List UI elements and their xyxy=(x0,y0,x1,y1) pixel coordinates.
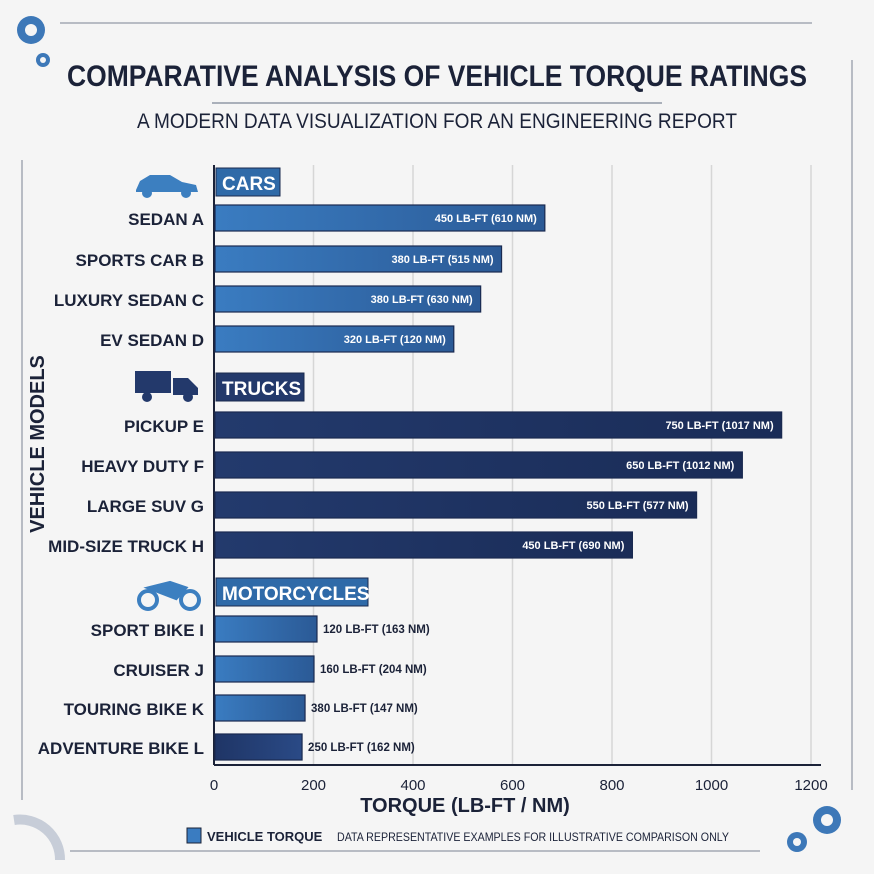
data-label: 550 LB-FT (577 NM) xyxy=(586,500,688,512)
corner-arc-decoration xyxy=(13,814,66,861)
data-label: 750 LB-FT (1017 NM) xyxy=(665,420,774,432)
y-axis-label: VEHICLE MODELS xyxy=(27,355,49,533)
category-label: LARGE SUV G xyxy=(87,497,204,516)
group-header-label: CARS xyxy=(222,174,276,195)
x-tick-label: 0 xyxy=(210,777,218,794)
bar xyxy=(214,491,698,519)
data-label: 450 LB-FT (610 NM) xyxy=(435,213,537,225)
bar xyxy=(214,733,303,761)
x-tick-label: 200 xyxy=(301,777,326,794)
x-tick-label: 400 xyxy=(400,777,425,794)
bar xyxy=(214,694,306,722)
category-label: MID-SIZE TRUCK H xyxy=(48,537,204,556)
decorative-frame xyxy=(21,22,853,852)
group-header-bg xyxy=(215,577,369,607)
chart-subtitle: A MODERN DATA VISUALIZATION FOR AN ENGIN… xyxy=(137,110,737,133)
legend-swatch xyxy=(186,827,202,844)
data-label: 160 LB-FT (204 NM) xyxy=(320,664,427,676)
category-label: SPORTS CAR B xyxy=(76,251,204,270)
data-label: 650 LB-FT (1012 NM) xyxy=(626,460,735,472)
group-header-label: MOTORCYCLES xyxy=(222,584,369,605)
category-label: LUXURY SEDAN C xyxy=(54,291,204,310)
car-icon xyxy=(136,175,198,198)
bar xyxy=(214,451,743,479)
bar xyxy=(214,325,455,353)
chart-title: COMPARATIVE ANALYSIS OF VEHICLE TORQUE R… xyxy=(67,60,807,93)
bar xyxy=(214,245,503,273)
data-note: DATA REPRESENTATIVE EXAMPLES FOR ILLUSTR… xyxy=(337,830,729,844)
category-label: PICKUP E xyxy=(124,417,204,436)
data-label: 450 LB-FT (690 NM) xyxy=(522,540,624,552)
category-label: HEAVY DUTY F xyxy=(81,457,204,476)
data-label: 320 LB-FT (120 NM) xyxy=(344,334,446,346)
gear-icon xyxy=(787,806,841,852)
data-label: 120 LB-FT (163 NM) xyxy=(323,624,430,636)
bar xyxy=(214,204,546,232)
group-header-label: TRUCKS xyxy=(222,379,301,400)
legend-label: VEHICLE TORQUE xyxy=(207,829,323,844)
gear-icon xyxy=(17,16,50,67)
category-label: TOURING BIKE K xyxy=(64,700,205,719)
data-label: 250 LB-FT (162 NM) xyxy=(308,742,415,754)
bar xyxy=(214,531,633,559)
category-label: ADVENTURE BIKE L xyxy=(38,739,204,758)
data-label: 380 LB-FT (147 NM) xyxy=(311,703,418,715)
bar xyxy=(214,411,783,439)
data-label: 380 LB-FT (630 NM) xyxy=(371,294,473,306)
category-label: SEDAN A xyxy=(128,210,204,229)
category-label: SPORT BIKE I xyxy=(91,621,204,640)
x-tick-label: 1000 xyxy=(695,777,728,794)
category-label: EV SEDAN D xyxy=(100,331,204,350)
bar xyxy=(214,285,482,313)
x-tick-label: 1200 xyxy=(794,777,827,794)
bar xyxy=(214,655,315,683)
data-label: 380 LB-FT (515 NM) xyxy=(391,254,493,266)
bar xyxy=(214,615,318,643)
group-header-bg xyxy=(215,372,305,402)
group-header-bg xyxy=(215,167,281,197)
x-tick-label: 600 xyxy=(500,777,525,794)
x-axis-label: TORQUE (LB-FT / NM) xyxy=(360,795,570,817)
x-tick-label: 800 xyxy=(599,777,624,794)
truck-icon xyxy=(135,371,198,402)
category-label: CRUISER J xyxy=(113,661,204,680)
motorcycle-icon xyxy=(137,580,201,611)
